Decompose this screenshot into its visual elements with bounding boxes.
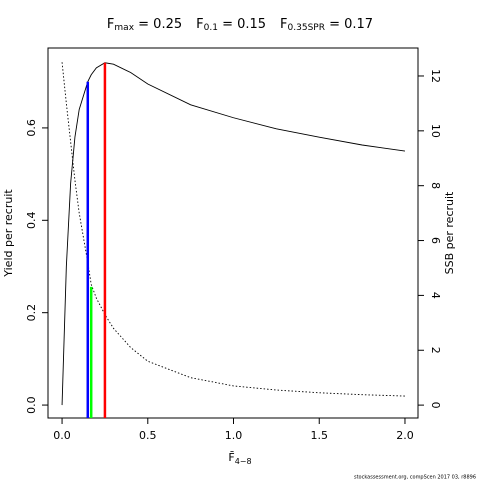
series-line: [61, 62, 406, 406]
y2-tick-label: 0: [429, 402, 442, 409]
footer: stockassessment.org, compScen 2017 03, r…: [354, 475, 476, 480]
title-subscript: 0.35SPR: [288, 23, 325, 33]
y-tick-label: 0.6: [25, 119, 38, 137]
title-subscript: 0.1: [204, 23, 218, 33]
title-value: = 0.25: [134, 17, 182, 32]
plot-frame: [47, 47, 419, 419]
y2-tick-label: 4: [429, 292, 442, 299]
y-axis-label: Yield per recruit: [2, 189, 15, 278]
title-symbol: F: [280, 17, 287, 32]
y2-tick-label: 12: [429, 69, 442, 83]
title-symbol: F: [107, 17, 114, 32]
chart-title: Fmax = 0.25 F0.1 = 0.15 F0.35SPR = 0.17: [107, 17, 373, 33]
y2-tick-label: 10: [429, 124, 442, 138]
title-subscript: max: [114, 23, 134, 33]
x-tick-label: 2.0: [396, 429, 414, 442]
y-tick-label: 0.2: [25, 304, 38, 322]
y2-tick-label: 2: [429, 347, 442, 354]
title-symbol: F: [196, 17, 203, 32]
y-tick-label: 0.4: [25, 212, 38, 230]
title-value: = 0.15: [218, 17, 266, 32]
y-tick-label: 0.0: [25, 396, 38, 414]
x-tick-label: 1.0: [225, 429, 243, 442]
title-value: = 0.17: [325, 17, 373, 32]
y2-tick-label: 6: [429, 237, 442, 244]
series-line: [61, 62, 405, 397]
y2-axis-label: SSB per recruit: [443, 191, 456, 274]
y2-tick-label: 8: [429, 182, 442, 189]
x-label-symbol: F̄: [228, 451, 234, 464]
x-tick-label: 0.0: [53, 429, 71, 442]
x-axis-label: F̄4−8: [228, 451, 251, 466]
x-tick-label: 1.5: [310, 429, 328, 442]
x-tick-label: 0.5: [139, 429, 157, 442]
x-label-subscript: 4−8: [235, 457, 252, 466]
